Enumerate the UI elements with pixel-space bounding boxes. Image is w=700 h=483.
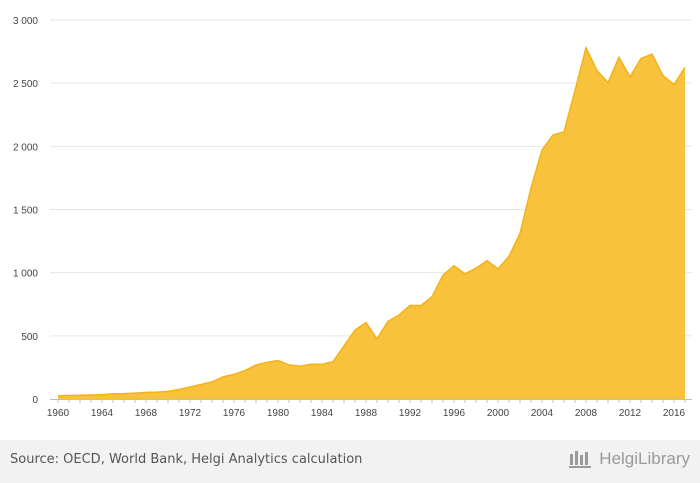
- y-tick-label: 2 000: [13, 142, 38, 153]
- x-tick-label: 1996: [443, 408, 466, 419]
- y-tick-label: 1 500: [13, 206, 38, 217]
- x-tick-label: 1992: [399, 408, 422, 419]
- x-tick-label: 1968: [135, 408, 158, 419]
- x-tick-label: 1960: [47, 408, 70, 419]
- source-note: Source: OECD, World Bank, Helgi Analytic…: [10, 452, 363, 467]
- series-line: [57, 45, 686, 397]
- x-tick-label: 1980: [267, 408, 290, 419]
- library-shelves-icon: [569, 451, 592, 468]
- area-fill: [58, 47, 685, 400]
- x-axis: 1960 1964 1968 1972 1976 1980 1984 1988 1992 1996…: [47, 399, 692, 419]
- x-tick-label: 2016: [663, 408, 686, 419]
- x-tick-label: 2000: [487, 408, 510, 419]
- x-tick-label: 2012: [619, 408, 642, 419]
- x-tick-label: 1964: [91, 408, 114, 419]
- y-tick-label: 500: [21, 332, 38, 343]
- y-tick-label: 0: [32, 395, 38, 406]
- y-tick-label: 3 000: [13, 16, 38, 27]
- helgi-library-logo[interactable]: HelgiLibrary: [569, 449, 690, 469]
- x-tick-label: 2004: [531, 408, 554, 419]
- x-tick-label: 1984: [311, 408, 334, 419]
- x-tick-label: 1988: [355, 408, 378, 419]
- y-axis: 0 500 1 000 1 500 2 000 2 500 3 000: [13, 16, 38, 406]
- y-tick-label: 1 000: [13, 269, 38, 280]
- x-tick-label: 2008: [575, 408, 598, 419]
- x-tick-label: 1972: [179, 408, 202, 419]
- area-series: [57, 45, 686, 400]
- footer: Source: OECD, World Bank, Helgi Analytic…: [0, 440, 700, 483]
- y-tick-label: 2 500: [13, 79, 38, 90]
- x-tick-label: 1976: [223, 408, 246, 419]
- logo-text: HelgiLibrary: [599, 449, 690, 468]
